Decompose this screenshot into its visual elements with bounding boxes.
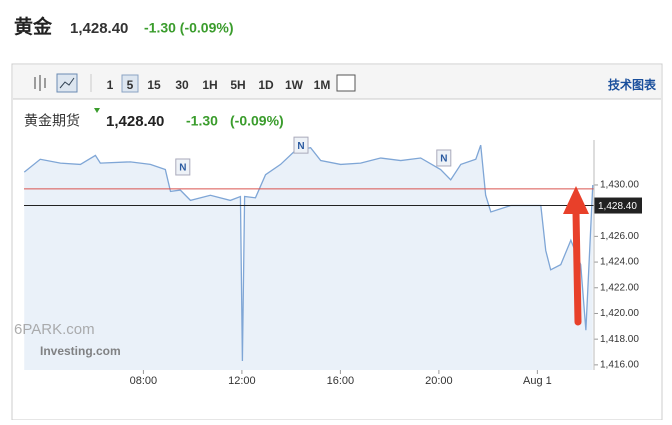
- watermark: 6PARK.com: [14, 321, 95, 338]
- x-tick-label: 12:00: [228, 375, 256, 387]
- chart-change: -1.30: [186, 113, 218, 129]
- area-fill: [24, 145, 593, 370]
- x-tick-label: 16:00: [327, 375, 355, 387]
- price: 1,428.40: [70, 20, 128, 37]
- watermark: Investing.com: [40, 344, 121, 358]
- interval-button[interactable]: 1H: [202, 78, 217, 92]
- news-marker-label: N: [440, 154, 447, 165]
- interval-button[interactable]: 1M: [314, 78, 331, 92]
- y-tick-label: 1,420.00: [600, 308, 639, 319]
- x-tick-label: 20:00: [425, 375, 453, 387]
- line-icon-glyph: [59, 77, 75, 89]
- interval-button[interactable]: 30: [175, 78, 189, 92]
- chart-price: 1,428.40: [106, 113, 164, 130]
- chart-change-pct: (-0.09%): [230, 113, 284, 129]
- news-marker-label: N: [179, 163, 186, 174]
- interval-button[interactable]: 5: [127, 78, 134, 92]
- x-tick-label: Aug 1: [523, 375, 552, 387]
- interval-button[interactable]: 1D: [258, 78, 274, 92]
- y-tick-label: 1,416.00: [600, 360, 639, 371]
- down-flag: [94, 108, 100, 113]
- news-marker[interactable]: [293, 136, 309, 154]
- page-title: 黄金: [14, 15, 53, 38]
- interval-button[interactable]: 1W: [285, 78, 304, 92]
- news-marker[interactable]: [175, 158, 191, 176]
- interval-button[interactable]: 15: [147, 78, 161, 92]
- y-tick-label: 1,426.00: [600, 231, 639, 242]
- change: -1.30 (-0.09%): [144, 20, 233, 36]
- y-tick-label: 1,422.00: [600, 282, 639, 293]
- chart-title: 黄金期货: [24, 113, 80, 129]
- news-marker[interactable]: [436, 149, 452, 167]
- x-tick-label: 08:00: [130, 375, 158, 387]
- interval-button[interactable]: 5H: [230, 78, 245, 92]
- news-marker-label: N: [297, 141, 304, 152]
- interval-button[interactable]: 1: [107, 78, 114, 92]
- table-icon[interactable]: [336, 74, 356, 92]
- tech-chart-link[interactable]: 技术图表: [608, 77, 657, 92]
- candle-icon[interactable]: [34, 75, 46, 91]
- y-tick-label: 1,424.00: [600, 257, 639, 268]
- last-price-label: 1,428.40: [598, 201, 637, 212]
- interval-active: [121, 74, 139, 93]
- y-tick-label: 1,430.00: [600, 180, 639, 191]
- last-price-box: [594, 197, 642, 214]
- red-arrow: [563, 186, 589, 326]
- y-tick-label: 1,418.00: [600, 334, 639, 345]
